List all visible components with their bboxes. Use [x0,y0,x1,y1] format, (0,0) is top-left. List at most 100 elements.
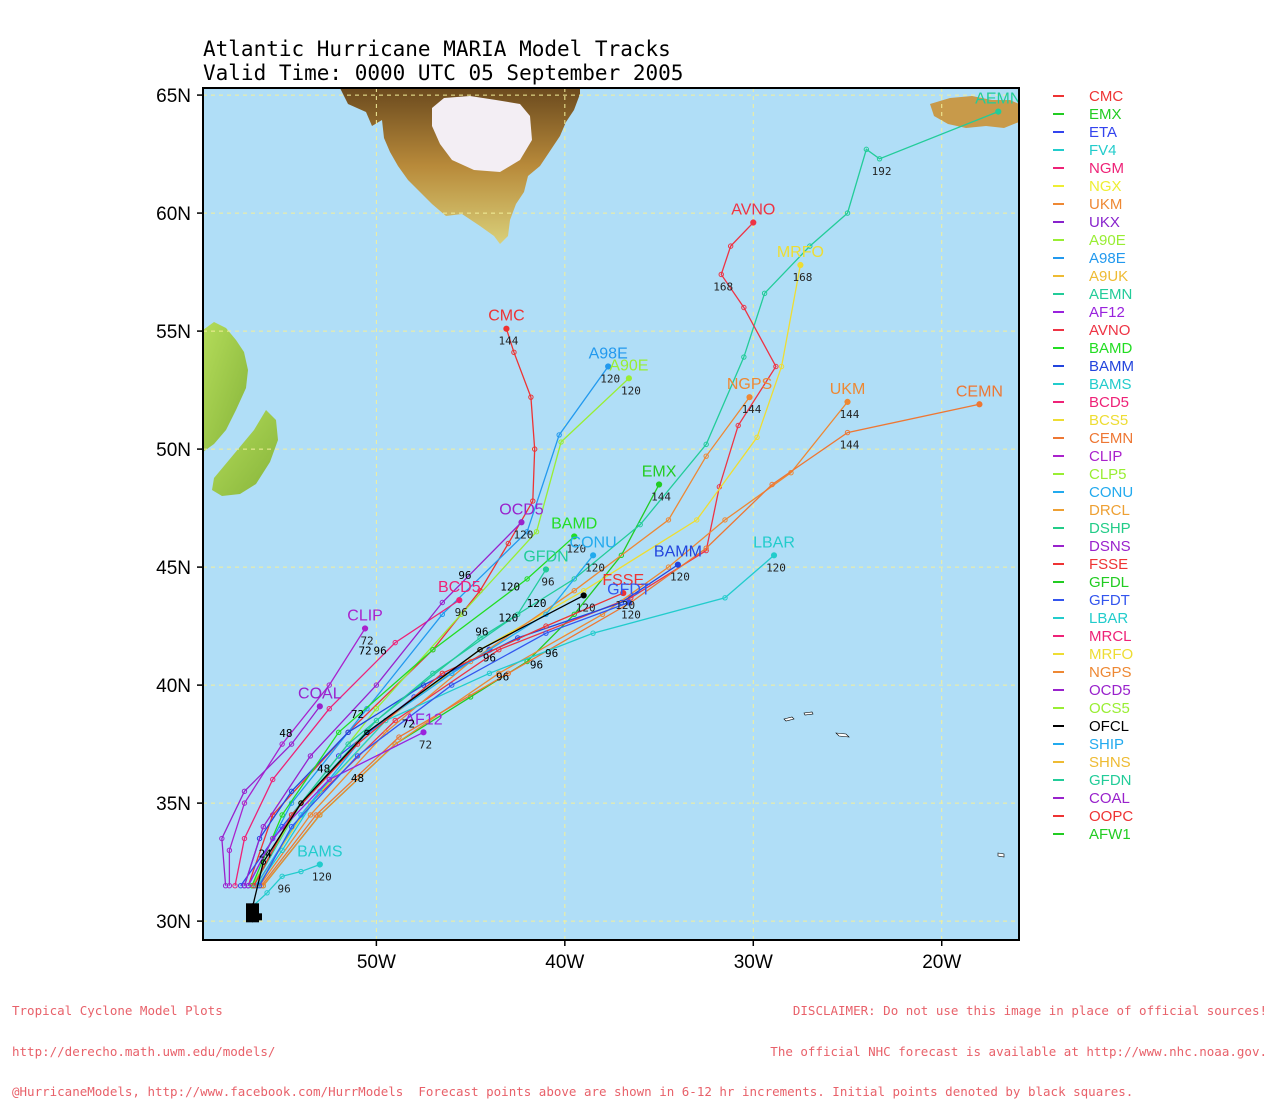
track-point [722,595,728,601]
legend-swatch [1053,347,1064,349]
track-point [241,883,248,889]
legend-swatch [1053,437,1064,439]
legend-item-bcs5: BCS5 [1053,411,1273,429]
track-point [316,703,323,710]
lat-tick-label: 55N [156,322,191,343]
legend-label: NGX [1089,177,1122,195]
forecast-hour-label: 120 [615,599,635,612]
forecast-hour-label: 72 [358,644,371,657]
legend-item-ukm: UKM [1053,195,1273,213]
track-point [226,883,233,889]
track-point [511,349,517,356]
track-point [335,729,342,736]
track-point [531,446,538,452]
legend-swatch [1053,239,1064,241]
track-point [298,868,304,875]
legend-swatch [1053,743,1064,745]
track-end-label: COAL [298,685,342,702]
legend-item-lbar: LBAR [1053,609,1273,627]
track-point [770,552,778,559]
lat-tick-label: 30N [156,912,191,933]
legend-item-mrfo: MRFO [1053,645,1273,663]
lon-tick-label: 20W [922,952,961,973]
track-point [844,398,851,405]
forecast-hour-label: 120 [670,571,690,584]
forecast-hour-label: 120 [585,561,605,574]
track-end-label: CEMN [956,383,1003,400]
track-line [247,328,536,886]
track-point [288,741,295,747]
legend-swatch [1053,185,1064,187]
legend-item-clp5: CLP5 [1053,465,1273,483]
legend-item-coal: COAL [1053,789,1273,807]
legend-label: OCD5 [1089,681,1131,699]
greenland-ice [432,96,532,172]
track-line [258,601,630,887]
initial-position-square [251,915,259,923]
track-point [486,670,493,677]
track-point [226,847,233,854]
track-end-label: GFDN [523,548,568,565]
legend-item-ship: SHIP [1053,735,1273,753]
legend-item-afw1: AFW1 [1053,825,1273,843]
forecast-hour-label: 120 [621,384,641,397]
legend-swatch [1053,635,1064,637]
azores-island [803,711,814,716]
track-point [264,890,270,896]
track-point [373,717,380,724]
track-point [345,729,351,736]
legend-swatch [1053,365,1064,367]
forecast-hour-label: 168 [713,280,733,293]
track-point [232,883,238,889]
track-point [439,670,446,677]
track-point [524,576,530,582]
forecast-hour-label: 72 [419,738,432,751]
track-point [396,734,402,740]
legend-swatch [1053,671,1064,673]
track-point [543,623,549,629]
track-line [255,222,777,887]
track-point [326,706,332,712]
forecast-hour-label: 192 [872,165,892,178]
legend-label: GFDT [1089,591,1130,609]
legend-label: CLIP [1089,447,1123,465]
track-point [605,363,612,370]
legend-item-ocs5: OCS5 [1053,699,1273,717]
track-point [844,429,851,436]
track-coal [219,703,323,889]
legend-item-gfdt: GFDT [1053,591,1273,609]
initial-position-square [245,903,253,911]
legend-item-conu: CONU [1053,483,1273,501]
chart-title: Atlantic Hurricane MARIA Model Tracks [203,37,671,61]
track-point [797,261,804,269]
track-point [844,210,851,216]
legend-swatch [1053,797,1064,799]
legend-item-aemn: AEMN [1053,285,1273,303]
initial-position-square [245,909,253,917]
legend-swatch [1053,419,1064,421]
legend-item-a98e: A98E [1053,249,1273,267]
track-point [335,753,342,759]
legend-label: OFCL [1089,717,1130,735]
legend-label: GFDN [1089,771,1132,789]
track-point [496,670,502,677]
legend-label: ETA [1089,123,1118,141]
track-point [530,498,536,504]
newfoundland-island [212,410,278,496]
track-point [392,639,398,646]
legend-swatch [1053,689,1064,691]
legend-item-bams: BAMS [1053,375,1273,393]
legend-label: NGM [1089,159,1124,177]
track-point [307,812,314,818]
track-end-label: UKM [830,381,866,398]
track-point [976,401,983,408]
forecast-hour-label: 120 [766,561,786,574]
lat-tick-label: 35N [156,794,191,815]
track-line [247,731,424,887]
track-point [556,432,562,438]
initial-position-square [251,903,259,911]
forecast-hour-label: 120 [566,542,586,555]
track-point [326,682,332,688]
track-point [637,521,643,528]
legend-item-gfdn: GFDN [1053,771,1273,789]
